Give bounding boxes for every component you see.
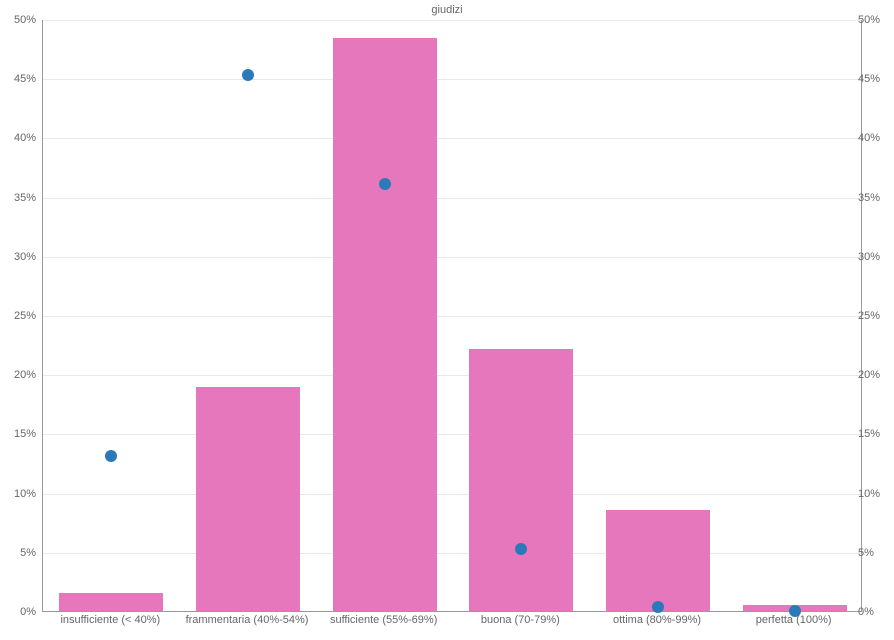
x-tick-label: frammentaria (40%-54%) (186, 614, 309, 626)
y-tick-left: 15% (0, 428, 36, 440)
y-tick-right: 45% (858, 73, 894, 85)
gridline (43, 79, 861, 80)
y-tick-left: 5% (0, 547, 36, 559)
scatter-dot (242, 69, 254, 81)
x-tick-label: ottima (80%-99%) (613, 614, 701, 626)
y-tick-right: 0% (858, 606, 894, 618)
y-tick-right: 10% (858, 488, 894, 500)
y-tick-left: 20% (0, 369, 36, 381)
gridline (43, 434, 861, 435)
chart-title: giudizi (0, 4, 894, 16)
y-tick-left: 45% (0, 73, 36, 85)
bar (59, 593, 163, 611)
y-tick-right: 40% (858, 132, 894, 144)
scatter-dot (515, 543, 527, 555)
y-tick-right: 50% (858, 14, 894, 26)
y-tick-left: 30% (0, 251, 36, 263)
bar (469, 349, 573, 611)
gridline (43, 138, 861, 139)
bar (333, 38, 437, 611)
gridline (43, 375, 861, 376)
x-tick-label: perfetta (100%) (756, 614, 832, 626)
x-tick-label: buona (70-79%) (481, 614, 560, 626)
y-tick-right: 15% (858, 428, 894, 440)
y-tick-right: 35% (858, 192, 894, 204)
y-tick-left: 35% (0, 192, 36, 204)
plot-area (42, 20, 862, 612)
y-tick-left: 0% (0, 606, 36, 618)
x-tick-label: insufficiente (< 40%) (60, 614, 160, 626)
scatter-dot (379, 178, 391, 190)
y-tick-left: 10% (0, 488, 36, 500)
gridline (43, 20, 861, 21)
y-tick-left: 50% (0, 14, 36, 26)
gridline (43, 553, 861, 554)
y-tick-left: 25% (0, 310, 36, 322)
y-tick-right: 5% (858, 547, 894, 559)
y-tick-left: 40% (0, 132, 36, 144)
gridline (43, 494, 861, 495)
y-tick-right: 30% (858, 251, 894, 263)
gridline (43, 198, 861, 199)
scatter-dot (105, 450, 117, 462)
gridline (43, 257, 861, 258)
gridline (43, 316, 861, 317)
y-tick-right: 25% (858, 310, 894, 322)
y-tick-right: 20% (858, 369, 894, 381)
bar (606, 510, 710, 611)
x-tick-label: sufficiente (55%-69%) (330, 614, 437, 626)
scatter-dot (652, 601, 664, 613)
giudizi-chart: giudizi 0% 0% 5% 5% 10% 10% 15% 15% 20% 20% 25% 25%… (0, 0, 894, 640)
bar (196, 387, 300, 611)
